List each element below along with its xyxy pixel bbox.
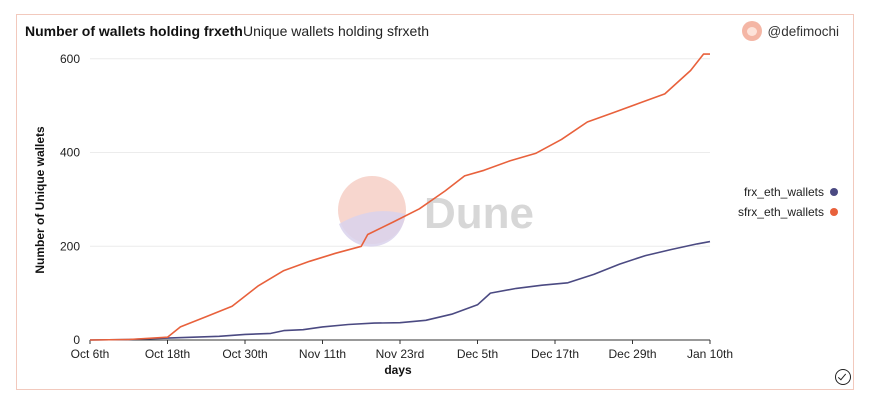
author-name: @defimochi bbox=[767, 23, 839, 39]
check-circle-icon[interactable] bbox=[835, 369, 851, 385]
chart-subtitle: Unique wallets holding sfrxeth bbox=[243, 23, 429, 39]
author-link[interactable]: @defimochi bbox=[741, 21, 839, 41]
chart-card: Number of wallets holding frxeth Unique … bbox=[16, 14, 854, 390]
avatar bbox=[741, 21, 762, 41]
chart-title: Number of wallets holding frxeth bbox=[25, 23, 243, 39]
